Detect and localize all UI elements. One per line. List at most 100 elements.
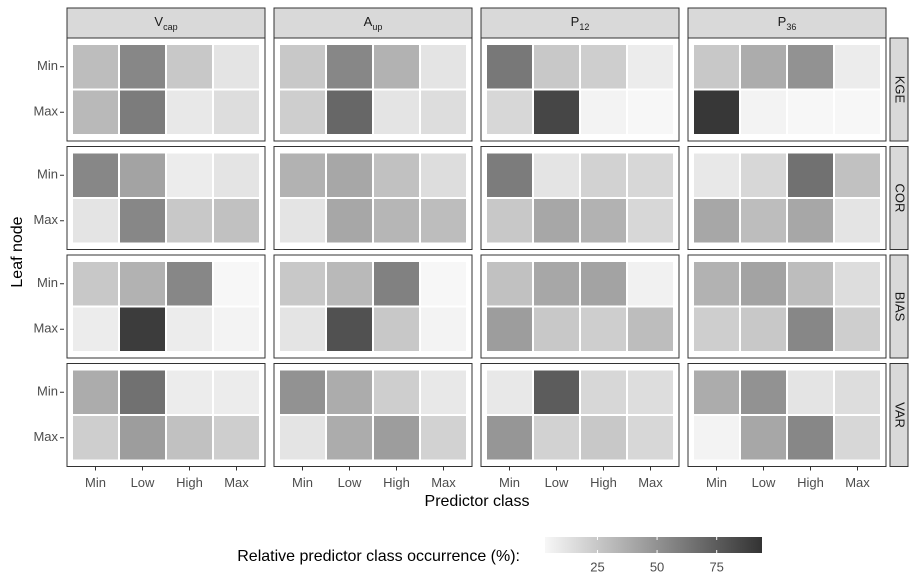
heat-cell bbox=[579, 414, 628, 462]
label-base: V bbox=[154, 14, 163, 29]
strip bbox=[889, 37, 909, 142]
y-tick-label: Min bbox=[37, 58, 58, 73]
heat-cell bbox=[579, 88, 628, 136]
heat-cell bbox=[372, 368, 421, 416]
heat-cell bbox=[833, 414, 882, 462]
heat-cell bbox=[212, 197, 261, 245]
x-tick-label: Max bbox=[431, 475, 456, 490]
heat-cell bbox=[626, 305, 675, 353]
heat-cell bbox=[532, 43, 581, 91]
heat-cell bbox=[692, 43, 741, 91]
strip bbox=[273, 7, 473, 39]
heat-cell bbox=[786, 305, 835, 353]
y-tick-label: Max bbox=[33, 429, 58, 444]
heat-cell bbox=[786, 260, 835, 308]
label-base: A bbox=[364, 14, 373, 29]
heat-cell bbox=[692, 414, 741, 462]
heat-cell bbox=[485, 368, 534, 416]
x-tick-label: Max bbox=[638, 475, 663, 490]
heat-cell bbox=[532, 305, 581, 353]
y-tick-label: Min bbox=[37, 384, 58, 399]
strip bbox=[66, 7, 266, 39]
heat-cell bbox=[833, 151, 882, 199]
column-label: Aup bbox=[364, 14, 383, 32]
y-tick-label: Max bbox=[33, 212, 58, 227]
heat-cell bbox=[419, 305, 468, 353]
heat-cell bbox=[71, 260, 120, 308]
colorbar-tick-label: 50 bbox=[650, 559, 664, 574]
heat-cell bbox=[739, 151, 788, 199]
strip bbox=[889, 254, 909, 359]
heat-cell bbox=[833, 197, 882, 245]
heat-cell bbox=[833, 260, 882, 308]
heat-cell bbox=[372, 151, 421, 199]
heat-cell bbox=[118, 305, 167, 353]
heat-cell bbox=[532, 151, 581, 199]
heat-cell bbox=[71, 88, 120, 136]
panel-border bbox=[273, 146, 473, 250]
heat-cell bbox=[118, 260, 167, 308]
heat-cell bbox=[372, 88, 421, 136]
column-label: P12 bbox=[571, 14, 590, 32]
label-sub: 12 bbox=[579, 22, 589, 32]
x-tick-label: Min bbox=[85, 475, 106, 490]
panel-border bbox=[687, 254, 887, 359]
x-tick-label: High bbox=[797, 475, 824, 490]
label-sub: 36 bbox=[786, 22, 796, 32]
heat-cell bbox=[278, 88, 327, 136]
heat-cell bbox=[212, 260, 261, 308]
heat-cell bbox=[532, 260, 581, 308]
heat-cell bbox=[786, 43, 835, 91]
panel-border bbox=[66, 37, 266, 142]
heat-cell bbox=[626, 197, 675, 245]
heat-cell bbox=[372, 260, 421, 308]
heat-cell bbox=[278, 43, 327, 91]
heat-cell bbox=[739, 414, 788, 462]
heat-cell bbox=[212, 414, 261, 462]
heat-cell bbox=[372, 414, 421, 462]
panel-border bbox=[480, 37, 680, 142]
x-axis-title: Predictor class bbox=[425, 493, 530, 510]
x-tick-label: Low bbox=[752, 475, 776, 490]
heat-cell bbox=[212, 88, 261, 136]
heat-cell bbox=[165, 368, 214, 416]
heat-cell bbox=[739, 197, 788, 245]
panel-border bbox=[273, 254, 473, 359]
x-tick-label: Min bbox=[292, 475, 313, 490]
heat-cell bbox=[626, 88, 675, 136]
heat-cell bbox=[485, 305, 534, 353]
x-tick-label: High bbox=[383, 475, 410, 490]
heat-cell bbox=[532, 414, 581, 462]
heat-cell bbox=[579, 368, 628, 416]
heat-cell bbox=[419, 197, 468, 245]
strip bbox=[687, 7, 887, 39]
heat-cell bbox=[833, 305, 882, 353]
heat-cell bbox=[833, 368, 882, 416]
heat-cell bbox=[833, 88, 882, 136]
heat-cell bbox=[325, 414, 374, 462]
heat-cell bbox=[626, 414, 675, 462]
column-label: P36 bbox=[778, 14, 797, 32]
panel-border bbox=[480, 254, 680, 359]
heat-cell bbox=[579, 260, 628, 308]
x-tick-label: High bbox=[176, 475, 203, 490]
colorbar-tick-label: 75 bbox=[709, 559, 723, 574]
label-base: P bbox=[778, 14, 787, 29]
heat-cell bbox=[165, 43, 214, 91]
x-tick-label: Low bbox=[545, 475, 569, 490]
heat-cell bbox=[372, 305, 421, 353]
y-tick-label: Max bbox=[33, 321, 58, 336]
heat-cell bbox=[786, 414, 835, 462]
heat-cell bbox=[325, 305, 374, 353]
heat-cell bbox=[325, 151, 374, 199]
panel-border bbox=[273, 363, 473, 467]
y-tick-label: Min bbox=[37, 167, 58, 182]
heat-cell bbox=[739, 43, 788, 91]
strip bbox=[889, 146, 909, 250]
heat-cell bbox=[212, 151, 261, 199]
heat-cell bbox=[118, 414, 167, 462]
y-tick-label: Min bbox=[37, 275, 58, 290]
heat-cell bbox=[626, 368, 675, 416]
heat-cell bbox=[278, 414, 327, 462]
colorbar bbox=[545, 537, 762, 553]
